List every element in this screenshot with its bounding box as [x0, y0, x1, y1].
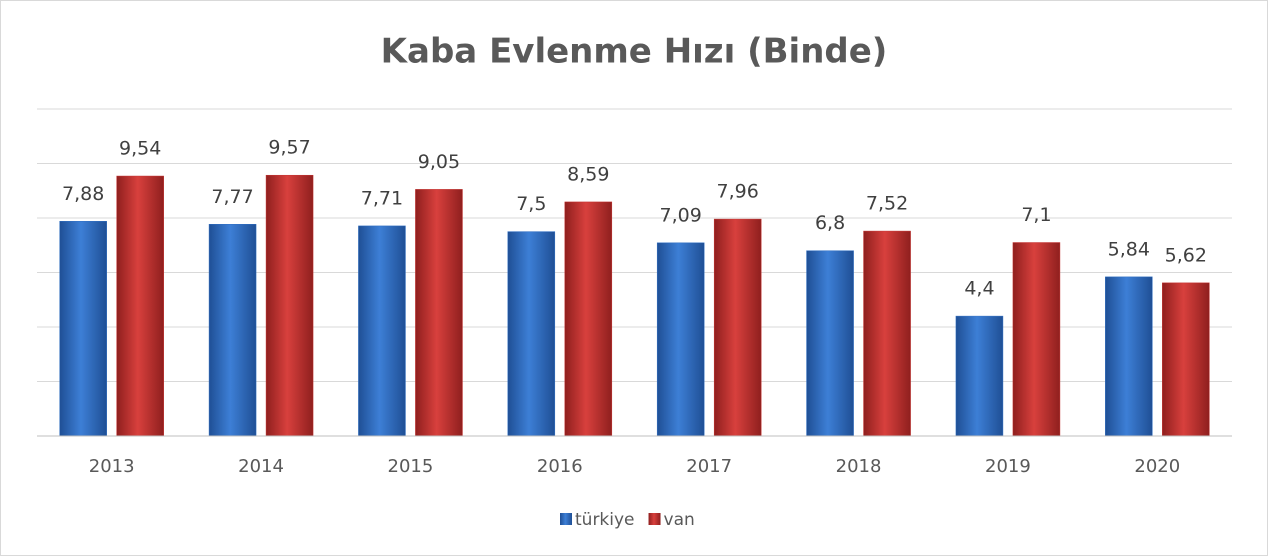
- data-label: 6,8: [815, 212, 845, 234]
- data-label: 7,88: [62, 183, 104, 205]
- data-label: 7,09: [660, 204, 702, 226]
- bar: [59, 221, 107, 437]
- bar: [1012, 242, 1061, 437]
- data-label: 7,77: [211, 186, 253, 208]
- data-label: 9,54: [119, 138, 161, 160]
- bar: [806, 250, 854, 437]
- x-tick-label: 2013: [89, 456, 135, 477]
- x-tick-label: 2014: [238, 456, 284, 477]
- data-label: 8,59: [567, 163, 609, 185]
- data-label: 9,57: [268, 137, 310, 159]
- bar: [208, 224, 257, 437]
- legend-swatch: [560, 513, 572, 525]
- data-label: 7,52: [866, 193, 908, 215]
- data-label: 7,71: [361, 187, 403, 209]
- legend-label: van: [664, 510, 695, 530]
- bar: [863, 230, 911, 437]
- bar: [656, 242, 705, 437]
- data-label: 5,62: [1165, 244, 1207, 266]
- bar: [564, 201, 613, 437]
- data-label: 7,1: [1021, 204, 1051, 226]
- chart-title: Kaba Evlenme Hızı (Binde): [381, 32, 888, 72]
- x-tick-label: 2016: [537, 456, 583, 477]
- data-label: 7,96: [717, 181, 759, 203]
- legend-swatch: [648, 513, 661, 525]
- bar: [116, 175, 164, 437]
- bar: [358, 225, 406, 437]
- bar: [265, 174, 314, 437]
- x-tick-label: 2019: [985, 456, 1031, 477]
- bar: [713, 218, 762, 437]
- x-tick-label: 2015: [388, 456, 434, 477]
- x-tick-label: 2017: [686, 456, 732, 477]
- data-label: 9,05: [418, 151, 460, 173]
- bar: [1105, 276, 1153, 437]
- bar: [507, 231, 556, 437]
- x-tick-label: 2018: [836, 456, 882, 477]
- data-label: 7,5: [516, 193, 546, 215]
- legend-label: türkiye: [575, 510, 635, 530]
- data-label: 5,84: [1108, 238, 1150, 260]
- bar: [955, 315, 1004, 437]
- data-label: 4,4: [964, 278, 994, 300]
- bar: [415, 189, 463, 437]
- bar: [1162, 282, 1210, 437]
- x-tick-label: 2020: [1134, 456, 1180, 477]
